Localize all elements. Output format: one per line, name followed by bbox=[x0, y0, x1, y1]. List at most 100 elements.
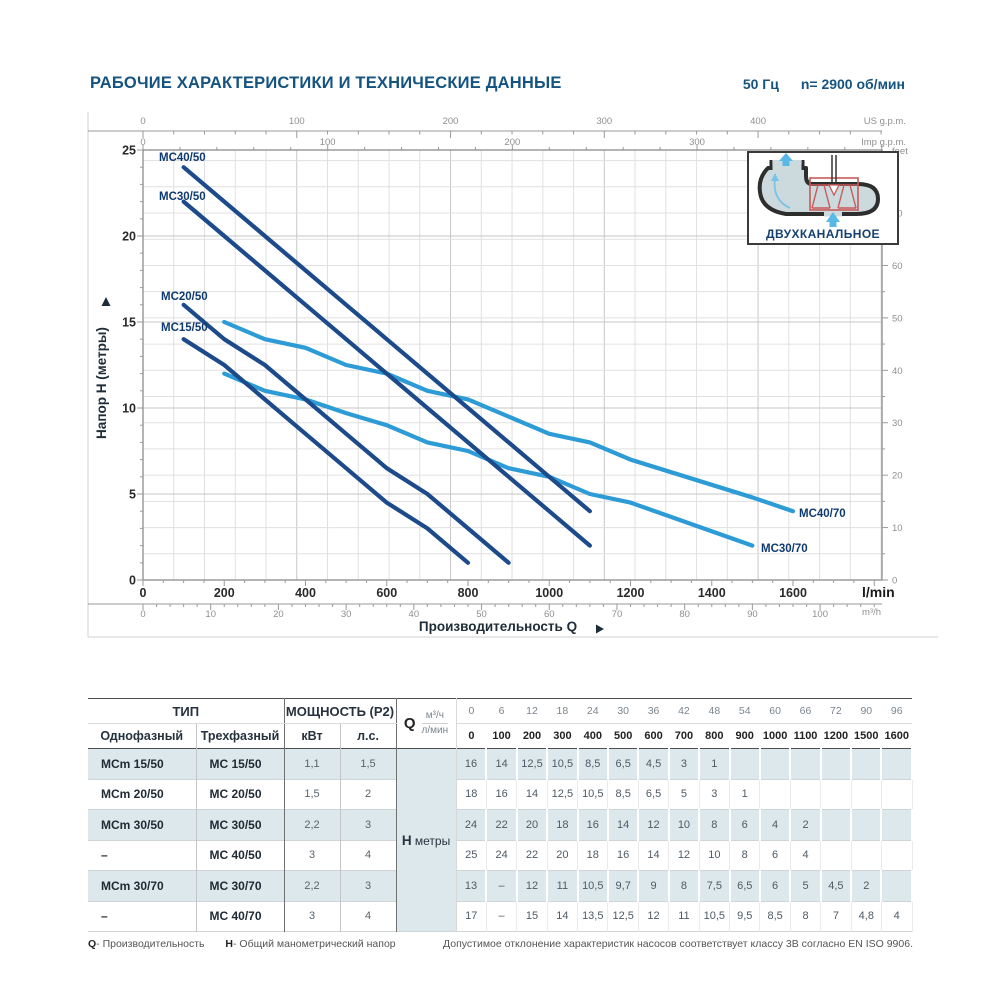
h-value-cell: 8 bbox=[699, 809, 731, 840]
h-value-cell: 16 bbox=[577, 809, 609, 840]
curve-MC15/50 bbox=[181, 337, 471, 565]
hp-value-cell: 2 bbox=[340, 779, 397, 810]
inset-label: ДВУХКАНАЛЬНОЕ bbox=[766, 227, 880, 241]
flow-header: Q м³/ч л/мин bbox=[396, 698, 457, 749]
h-value-cell bbox=[881, 809, 913, 840]
svg-text:100: 100 bbox=[812, 609, 828, 620]
kw-value-cell: 3 bbox=[284, 901, 341, 932]
svg-text:200: 200 bbox=[214, 586, 235, 600]
h-value-cell: 13,5 bbox=[577, 901, 609, 932]
svg-text:m³/h: m³/h bbox=[862, 607, 881, 618]
h-value-cell: 22 bbox=[486, 809, 518, 840]
h-value-cell: 6,5 bbox=[729, 870, 761, 901]
q-m3h-col-header: 0 bbox=[456, 698, 487, 724]
svg-text:10: 10 bbox=[892, 523, 903, 534]
type-group-header: ТИП bbox=[88, 698, 285, 724]
kw-value-cell: 2,2 bbox=[284, 809, 341, 840]
h-value-cell: 16 bbox=[456, 748, 488, 779]
svg-text:l/min: l/min bbox=[862, 584, 895, 600]
hp-value-cell: 3 bbox=[340, 809, 397, 840]
h-value-cell bbox=[851, 840, 882, 871]
legend-q: Q bbox=[88, 938, 97, 950]
h-value-cell: 5 bbox=[790, 870, 822, 901]
h-value-cell bbox=[881, 779, 913, 810]
svg-text:40: 40 bbox=[409, 609, 420, 620]
q-lmin-col-header: 100 bbox=[492, 730, 511, 742]
table-row: – MC 40/50 3 4 25 24 22 20 18 16 14 12 10 8 6 4 bbox=[88, 840, 913, 871]
single-phase-header: Однофазный bbox=[88, 723, 197, 749]
three-phase-header: Трехфазный bbox=[196, 723, 285, 749]
h-value-cell bbox=[820, 840, 852, 871]
h-value-cell: – bbox=[486, 901, 518, 932]
curve-MC20/50 bbox=[181, 302, 511, 565]
h-value-cell: 4,5 bbox=[638, 748, 670, 779]
h-value-cell: 25 bbox=[456, 840, 487, 871]
h-value-cell: 12,5 bbox=[607, 901, 639, 932]
svg-text:200: 200 bbox=[504, 137, 520, 148]
h-value-cell: 6 bbox=[759, 840, 791, 871]
svg-text:10: 10 bbox=[205, 609, 216, 620]
svg-text:200: 200 bbox=[443, 116, 459, 127]
svg-text:300: 300 bbox=[689, 137, 705, 148]
h-value-cell: 22 bbox=[516, 840, 548, 871]
svg-text:70: 70 bbox=[612, 609, 623, 620]
svg-text:1000: 1000 bbox=[535, 586, 563, 600]
svg-text:40: 40 bbox=[892, 366, 903, 377]
hp-value-cell: 4 bbox=[340, 840, 397, 871]
h-value-cell: 10,5 bbox=[577, 779, 609, 810]
h-value-cell bbox=[851, 809, 883, 840]
q-m3h-col-header: 36 bbox=[638, 698, 669, 724]
legend-h-text: - Общий манометрический напор bbox=[233, 938, 396, 950]
h-value-cell: 24 bbox=[456, 809, 488, 840]
kw-header: кВт bbox=[284, 723, 341, 749]
q-m3h-col-header: 24 bbox=[577, 698, 608, 724]
h-value-cell: 10 bbox=[699, 840, 731, 871]
h-value-cell: 14 bbox=[516, 779, 548, 810]
h-value-cell: 9,5 bbox=[729, 901, 761, 932]
q-m3h-col-header: 6 bbox=[486, 698, 517, 724]
h-value-cell bbox=[759, 748, 792, 779]
h-value-cell: 16 bbox=[607, 840, 639, 871]
three-phase-model-cell: MC 30/70 bbox=[196, 870, 285, 901]
h-value-cell: 8 bbox=[729, 840, 761, 871]
table-row: – MC 40/70 3 4 17–15 14 13,5 12,5 12 11 10,5 9,5 8,5… bbox=[88, 901, 913, 932]
page-title: РАБОЧИЕ ХАРАКТЕРИСТИКИ И ТЕХНИЧЕСКИЕ ДАН… bbox=[90, 74, 562, 92]
h-value-cell: 10 bbox=[668, 809, 701, 840]
h-value-cell: 12 bbox=[638, 901, 670, 932]
svg-text:60: 60 bbox=[544, 609, 555, 620]
three-phase-model-cell: MC 40/70 bbox=[196, 901, 285, 932]
h-value-cell: 8,5 bbox=[577, 748, 609, 779]
svg-text:feet: feet bbox=[892, 146, 908, 157]
svg-text:400: 400 bbox=[295, 586, 316, 600]
tolerance-note: Допустимое отклонение характеристик насо… bbox=[443, 938, 913, 950]
h-value-cell: 11 bbox=[668, 901, 700, 932]
svg-text:30: 30 bbox=[892, 418, 903, 429]
h-value-cell: 3 bbox=[699, 779, 731, 810]
h-value-cell: 12,5 bbox=[516, 748, 549, 779]
svg-text:0: 0 bbox=[140, 609, 145, 620]
h-value-cell: 11 bbox=[547, 870, 579, 901]
q-m3h-col-header: 54 bbox=[729, 698, 760, 724]
curve-MC40/70 bbox=[222, 319, 796, 514]
q-lmin-col-header: 400 bbox=[583, 730, 602, 742]
h-value-cell: 14 bbox=[638, 840, 670, 871]
h-value-cell bbox=[820, 809, 853, 840]
svg-text:0: 0 bbox=[892, 576, 897, 587]
h-value-cell bbox=[851, 779, 882, 810]
kw-value-cell: 1,1 bbox=[284, 748, 341, 779]
table-header-row-1: ТИП МОЩНОСТЬ (P2) Q м³/ч л/мин 0 6 12 18 24 3… bbox=[88, 698, 912, 749]
svg-text:20: 20 bbox=[122, 230, 136, 244]
three-phase-model-cell: MC 20/50 bbox=[196, 779, 285, 810]
impeller-inset: ДВУХКАНАЛЬНОЕ bbox=[747, 151, 899, 245]
table-row: MCm 20/50 MC 20/50 1,5 2 18 16 14 12,5 10,5 8,5 6,… bbox=[88, 779, 913, 810]
hp-value-cell: 4 bbox=[340, 901, 397, 932]
curve-label: MC20/50 bbox=[161, 291, 208, 303]
frequency-label: 50 Гц bbox=[742, 76, 779, 92]
q-lmin-col-header: 1200 bbox=[823, 730, 849, 742]
unit-divider bbox=[421, 723, 449, 724]
h-value-cell: 4,8 bbox=[851, 901, 882, 932]
q-m3h-col-header: 60 bbox=[759, 698, 791, 724]
h-value-cell: 4 bbox=[759, 809, 792, 840]
svg-text:800: 800 bbox=[458, 586, 479, 600]
svg-text:0: 0 bbox=[140, 137, 145, 148]
